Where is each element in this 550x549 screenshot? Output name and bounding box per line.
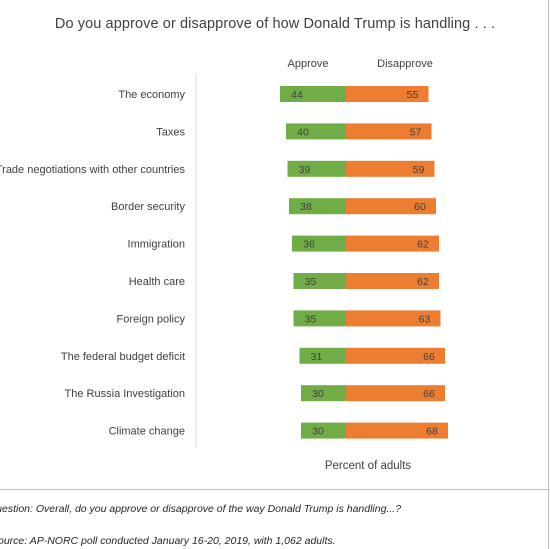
disapprove-bar <box>346 310 441 327</box>
approve-value-label: 30 <box>312 388 324 400</box>
approve-bar <box>301 385 346 402</box>
approve-bar <box>286 123 346 140</box>
diverging-bar-chart: The economy 44 55 Taxes 40 57 Trade negotiatio… <box>0 74 448 448</box>
disapprove-value-label: 62 <box>417 276 429 288</box>
approve-bar <box>293 273 346 289</box>
legend-approve: Approve <box>287 58 329 70</box>
disapprove-value-label: 66 <box>423 351 435 363</box>
disapprove-bar <box>346 123 432 140</box>
disapprove-value-label: 68 <box>426 426 438 438</box>
approve-bar <box>292 235 346 252</box>
disapprove-value-label: 66 <box>423 388 435 400</box>
disapprove-value-label: 55 <box>407 89 419 101</box>
disapprove-value-label: 57 <box>410 126 422 138</box>
approve-value-label: 30 <box>312 426 324 438</box>
disapprove-bar <box>346 347 445 364</box>
approve-value-label: 35 <box>305 276 317 288</box>
approve-bar <box>289 198 346 215</box>
disapprove-bar <box>346 235 439 252</box>
category-label: Health care <box>129 276 185 288</box>
legend-disapprove: Disapprove <box>377 58 433 70</box>
disapprove-bar <box>346 160 435 177</box>
source-note: Source: AP-NORC poll conducted January 1… <box>0 535 336 547</box>
disapprove-value-label: 63 <box>419 313 431 325</box>
approve-bar <box>293 310 346 327</box>
footnote-divider <box>0 489 549 490</box>
approve-value-label: 35 <box>305 313 317 325</box>
chart-title: Do you approve or disapprove of how Dona… <box>54 16 496 32</box>
disapprove-bar <box>346 385 445 402</box>
disapprove-bar <box>346 273 439 289</box>
approve-bar <box>299 347 346 364</box>
category-label: Trade negotiations with other countries <box>0 164 185 176</box>
disapprove-bar <box>346 86 429 102</box>
approve-value-label: 40 <box>297 126 309 138</box>
disapprove-bar <box>346 422 448 439</box>
category-label: Foreign policy <box>117 313 186 325</box>
category-label: The federal budget deficit <box>61 351 185 363</box>
category-label: The Russia Investigation <box>65 388 185 400</box>
approve-bar <box>301 422 346 439</box>
question-note: Question: Overall, do you approve or dis… <box>0 503 402 515</box>
approve-bar <box>287 160 346 177</box>
approve-value-label: 31 <box>311 351 323 363</box>
disapprove-value-label: 62 <box>417 239 429 251</box>
disapprove-bar <box>346 198 436 215</box>
disapprove-value-label: 59 <box>413 164 425 176</box>
approve-value-label: 38 <box>300 201 312 213</box>
category-label: The economy <box>118 89 185 101</box>
approve-value-label: 44 <box>291 89 303 101</box>
category-label: Border security <box>111 201 185 213</box>
approve-value-label: 39 <box>299 164 311 176</box>
approve-bar <box>280 86 346 102</box>
category-label: Taxes <box>156 126 185 138</box>
category-label: Immigration <box>128 239 185 251</box>
x-axis-label: Percent of adults <box>324 460 412 472</box>
disapprove-value-label: 60 <box>414 201 426 213</box>
category-label: Climate change <box>109 426 185 438</box>
approve-value-label: 36 <box>303 239 315 251</box>
